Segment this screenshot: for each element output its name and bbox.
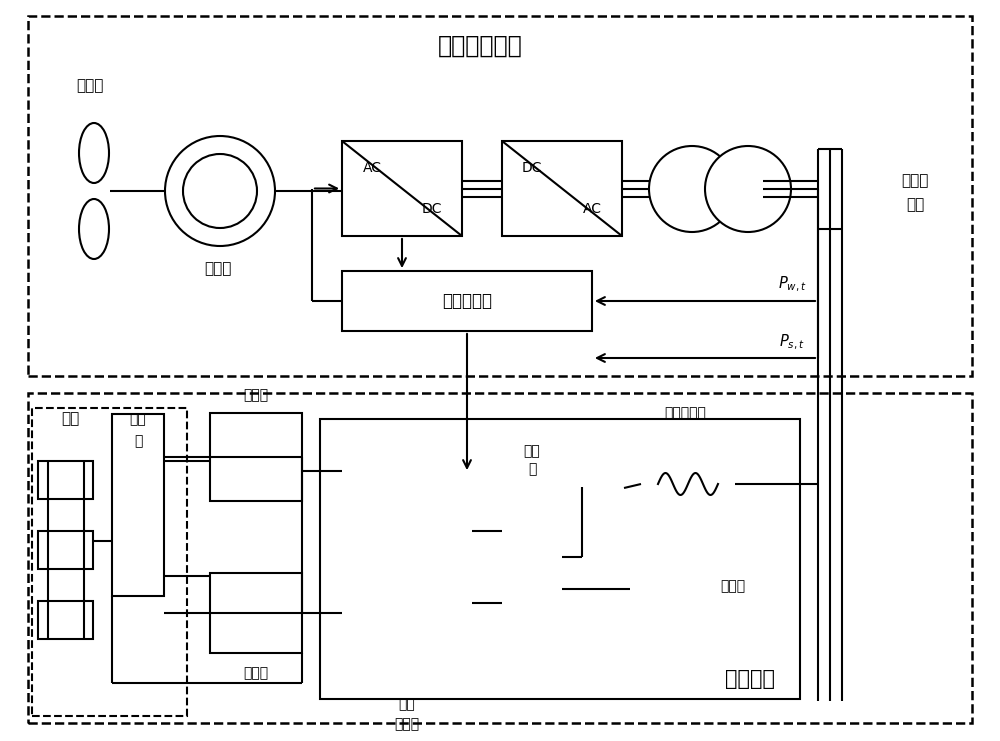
- Text: 冷盐罐: 冷盐罐: [243, 666, 269, 680]
- Text: $P_{s,t}$: $P_{s,t}$: [779, 333, 805, 352]
- Text: 换热: 换热: [130, 412, 146, 426]
- Ellipse shape: [79, 123, 109, 183]
- Bar: [38, 461, 93, 499]
- Text: 蒸汽: 蒸汽: [399, 697, 415, 711]
- Text: 电网: 电网: [906, 198, 924, 213]
- Polygon shape: [582, 444, 624, 529]
- Text: AC: AC: [362, 161, 382, 175]
- Text: 发电机: 发电机: [204, 262, 232, 276]
- Bar: [112, 414, 164, 596]
- Text: 风力发电模块: 风力发电模块: [438, 34, 522, 58]
- Polygon shape: [630, 549, 695, 631]
- Text: 冷却塔: 冷却塔: [720, 579, 745, 593]
- Text: 器: 器: [134, 434, 142, 448]
- Bar: [210, 573, 302, 653]
- Bar: [320, 419, 800, 699]
- Text: 光热电站: 光热电站: [725, 669, 775, 689]
- Bar: [28, 393, 972, 723]
- Text: 输出至: 输出至: [901, 173, 929, 188]
- Bar: [342, 141, 462, 236]
- Text: DC: DC: [522, 161, 542, 175]
- Bar: [342, 271, 592, 331]
- Bar: [342, 473, 472, 686]
- Text: 器: 器: [528, 462, 536, 476]
- Circle shape: [705, 146, 791, 232]
- Bar: [502, 141, 622, 236]
- Text: 功率控制器: 功率控制器: [442, 292, 492, 310]
- Bar: [32, 408, 187, 716]
- Bar: [38, 531, 93, 569]
- Text: AC: AC: [582, 202, 602, 216]
- Text: 光场: 光场: [61, 411, 79, 427]
- Text: $P_{w,t}$: $P_{w,t}$: [778, 274, 806, 293]
- Text: 风力机: 风力机: [76, 79, 104, 93]
- Text: 发生器: 发生器: [394, 717, 420, 731]
- Bar: [38, 601, 93, 639]
- Circle shape: [165, 136, 275, 246]
- Text: 汽轮发电机: 汽轮发电机: [664, 406, 706, 420]
- Circle shape: [649, 146, 735, 232]
- Circle shape: [183, 154, 257, 228]
- Bar: [210, 413, 302, 501]
- Text: 热盐罐: 热盐罐: [243, 388, 269, 402]
- Text: 冷凝: 冷凝: [524, 444, 540, 458]
- Text: DC: DC: [422, 202, 442, 216]
- Ellipse shape: [79, 199, 109, 259]
- Circle shape: [641, 437, 735, 531]
- Bar: [502, 483, 562, 631]
- Bar: [28, 16, 972, 376]
